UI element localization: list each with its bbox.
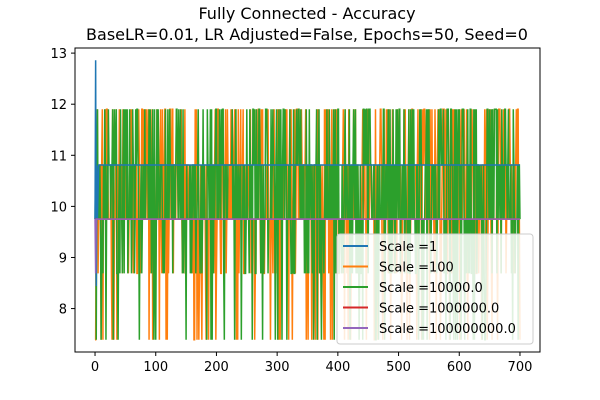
x-tick-label: 600 (447, 360, 472, 375)
y-tick-label: 10 (50, 200, 67, 215)
legend-label: Scale =1 (379, 240, 437, 255)
x-tick-label: 300 (265, 360, 290, 375)
legend-box (336, 233, 534, 345)
y-tick-label: 9 (59, 251, 67, 266)
y-axis: 8 9 10 11 12 13 (50, 47, 75, 318)
x-tick-label: 700 (508, 360, 533, 375)
series-line-5 (94, 218, 520, 274)
x-tick-label: 200 (204, 360, 229, 375)
legend-label: Scale =100000000.0 (379, 322, 516, 337)
y-tick-label: 8 (59, 303, 67, 318)
x-tick-label: 400 (325, 360, 350, 375)
y-tick-label: 13 (50, 47, 67, 62)
series-layer (94, 60, 521, 341)
x-tick-label: 100 (143, 360, 168, 375)
chart-subtitle: BaseLR=0.01, LR Adjusted=False, Epochs=5… (86, 25, 528, 44)
plot-frame (74, 47, 541, 353)
legend-label: Scale =100 (379, 261, 454, 276)
y-tick-label: 12 (50, 98, 67, 113)
x-tick-label: 500 (386, 360, 411, 375)
y-tick-label: 11 (50, 149, 67, 164)
legend-label: Scale =10000.0 (379, 281, 483, 296)
x-axis: 0 100 200 300 400 500 600 700 (91, 352, 532, 375)
legend-label: Scale =1000000.0 (379, 302, 499, 317)
chart-title: Fully Connected - Accuracy (198, 4, 415, 23)
legend: Scale =1 Scale =100 Scale =10000.0 Scale =1… (336, 233, 534, 345)
x-tick-label: 0 (91, 360, 99, 375)
